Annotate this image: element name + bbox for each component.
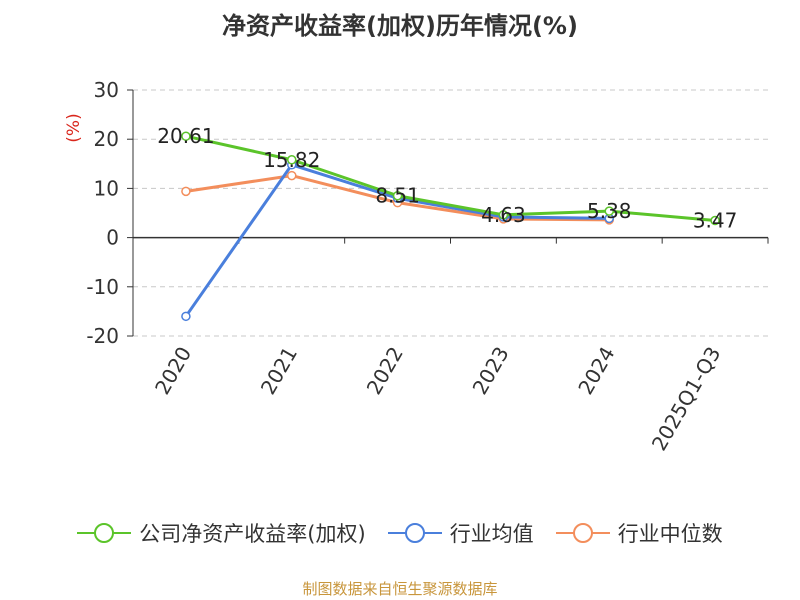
legend-label-company: 公司净资产收益率(加权) xyxy=(139,522,366,546)
data-label: 5.38 xyxy=(587,199,632,223)
legend: 公司净资产收益率(加权) 行业均值 行业中位数 xyxy=(0,518,800,548)
source-note: 制图数据来自恒生聚源数据库 xyxy=(302,580,498,598)
gridlines xyxy=(133,89,768,337)
x-tick-label: 2023 xyxy=(468,343,514,399)
data-label: 20.61 xyxy=(157,124,214,148)
legend-symbol-company xyxy=(77,523,132,543)
y-axis-label: (%) xyxy=(64,113,84,142)
legend-label-industry-median: 行业中位数 xyxy=(617,522,723,546)
x-tick-label: 2022 xyxy=(362,343,408,399)
chart-title: 净资产收益率(加权)历年情况(%) xyxy=(222,12,578,40)
legend-label-industry-mean: 行业均值 xyxy=(449,522,534,546)
series-point xyxy=(604,206,614,216)
legend-item-industry-median[interactable]: 行业中位数 xyxy=(555,518,723,548)
y-tick-label: 0 xyxy=(106,226,119,250)
series-point xyxy=(181,186,191,197)
series-point xyxy=(392,190,403,201)
legend-symbol-industry-median xyxy=(555,523,610,543)
legend-item-company[interactable]: 公司净资产收益率(加权) xyxy=(77,518,366,548)
y-tick-label: 10 xyxy=(94,176,119,200)
data-label: 3.47 xyxy=(693,209,738,233)
series-point xyxy=(287,170,297,181)
series-point xyxy=(710,215,720,226)
x-tick-label: 2021 xyxy=(256,343,302,399)
x-tick-label: 2020 xyxy=(150,343,196,399)
series-point xyxy=(181,311,191,322)
series-layer xyxy=(181,131,720,322)
data-labels: 20.61 15.82 8.51 4.63 5.38 3.47 xyxy=(157,124,737,232)
y-tick-label: 30 xyxy=(94,78,119,102)
x-tick-label: 2024 xyxy=(573,343,619,399)
y-tick-label: -10 xyxy=(86,275,119,299)
legend-item-industry-mean[interactable]: 行业均值 xyxy=(387,518,534,548)
legend-symbol-industry-mean xyxy=(387,523,442,543)
series-line xyxy=(185,134,716,223)
y-tick-label: 20 xyxy=(94,127,119,151)
data-label: 4.63 xyxy=(481,203,526,227)
y-tick-label: -20 xyxy=(86,324,119,348)
series-point xyxy=(287,155,297,165)
data-label: 8.51 xyxy=(375,184,420,208)
series-point xyxy=(498,210,509,220)
data-label: 15.82 xyxy=(263,148,320,172)
x-tick-label: 2025Q1-Q3 xyxy=(647,343,726,455)
series-point xyxy=(181,131,191,141)
